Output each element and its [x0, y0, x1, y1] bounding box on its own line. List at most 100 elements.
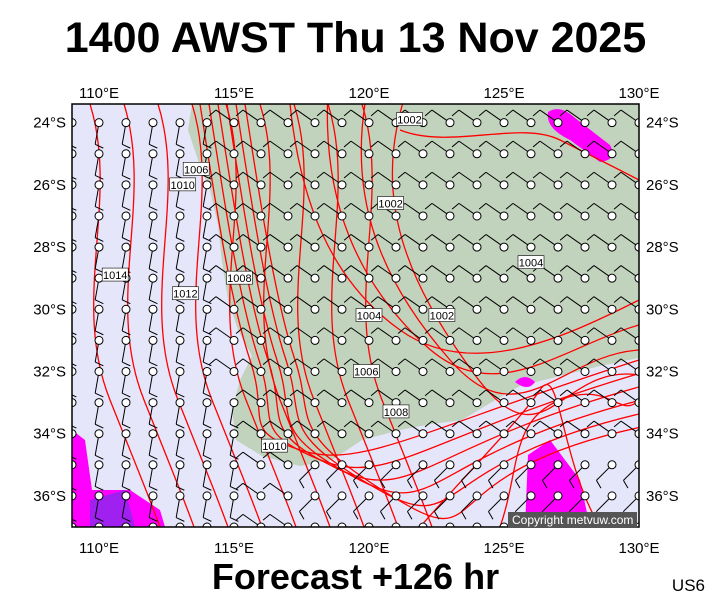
- wind-station: [364, 211, 374, 221]
- wind-station: [283, 211, 293, 221]
- lat-tick-left: 28°S: [33, 239, 66, 256]
- wind-barb-flag: [208, 265, 217, 272]
- wind-barb-flag: [397, 296, 406, 303]
- wind-barb: [557, 526, 558, 527]
- wind-barb-flag: [202, 268, 212, 273]
- wind-barb-flag: [586, 171, 595, 179]
- wind-station: [580, 398, 590, 408]
- wind-barb-flag: [148, 361, 158, 367]
- wind-barb-flag: [613, 109, 622, 117]
- wind-barb-flag: [202, 454, 212, 460]
- wind-station: [337, 491, 347, 501]
- isobar-label: 1004: [519, 258, 543, 270]
- wind-station: [553, 366, 563, 376]
- wind-station: [364, 398, 374, 408]
- isobar-label-box: [172, 286, 199, 301]
- wind-barb-flag: [613, 358, 622, 366]
- isobar: [399, 129, 639, 181]
- wind-station: [148, 460, 158, 470]
- wind-barb-flag: [505, 234, 514, 241]
- wind-barb-flag: [148, 143, 158, 149]
- wind-barb-flag: [316, 327, 325, 334]
- wind-barb-flag: [488, 511, 494, 520]
- wind-station: [580, 304, 590, 314]
- wind-station: [580, 273, 590, 283]
- wind-station: [499, 273, 509, 283]
- wind-station: [553, 180, 563, 190]
- wind-station: [499, 149, 509, 159]
- wind-barb-flag: [586, 202, 595, 210]
- wind-barb-flag: [397, 140, 406, 148]
- wind-station: [283, 429, 293, 439]
- wind-barb-flag: [434, 511, 440, 520]
- wind-barb-flag: [235, 171, 244, 179]
- wind-station: [72, 211, 77, 221]
- wind-station: [445, 491, 455, 501]
- wind-barb-flag: [559, 109, 568, 117]
- wind-station: [72, 304, 77, 314]
- wind-station: [499, 304, 509, 314]
- wind-station: [634, 118, 639, 128]
- wind-barb-flag: [424, 202, 433, 210]
- wind-station: [121, 522, 131, 527]
- lat-tick-left: 24°S: [33, 115, 66, 132]
- wind-station: [310, 335, 320, 345]
- wind-barb-flag: [478, 327, 487, 334]
- wind-station: [445, 398, 455, 408]
- wind-barb-flag: [175, 517, 185, 522]
- wind-station: [526, 491, 536, 501]
- wind-station: [94, 118, 104, 128]
- wind-barb-flag: [505, 140, 514, 148]
- wind-station: [580, 242, 590, 252]
- wind-barb-flag: [424, 420, 433, 428]
- wind-station: [148, 429, 158, 439]
- isobar-label: 1002: [430, 311, 454, 323]
- wind-barb-flag: [148, 330, 158, 336]
- wind-barb-flag: [515, 480, 521, 489]
- wind-station: [553, 398, 563, 408]
- wind-station: [364, 522, 374, 527]
- wind-station: [472, 522, 482, 527]
- isobar: [225, 104, 297, 527]
- lat-tick-right: 30°S: [646, 301, 679, 318]
- wind-station: [634, 460, 639, 470]
- wind-station: [148, 118, 158, 128]
- wind-station: [72, 242, 77, 252]
- wind-barb-flag: [424, 358, 433, 366]
- wind-barb-flag: [505, 265, 514, 272]
- wind-station: [499, 242, 509, 252]
- wind-barb-flag: [262, 327, 271, 334]
- wind-barb-flag: [434, 543, 439, 551]
- wind-station: [445, 273, 455, 283]
- wind-station: [229, 491, 239, 501]
- wind-barb-flag: [148, 237, 158, 242]
- wind-station: [256, 398, 266, 408]
- rain-area: [515, 377, 535, 387]
- wind-barb-flag: [289, 296, 298, 303]
- wind-station: [202, 460, 212, 470]
- isobar-label-box: [182, 162, 210, 176]
- wind-station: [72, 398, 77, 408]
- wind-station: [121, 242, 131, 252]
- lon-tick-bottom: 130°E: [618, 540, 659, 557]
- wind-station: [472, 335, 482, 345]
- wind-station: [283, 335, 293, 345]
- wind-barb-flag: [202, 392, 212, 398]
- wind-station: [364, 491, 374, 501]
- wind-station: [175, 429, 185, 439]
- wind-station: [607, 335, 617, 345]
- wind-barb-flag: [505, 327, 514, 334]
- wind-barb-flag: [353, 511, 359, 520]
- wind-barb-flag: [397, 265, 406, 272]
- wind-barb-flag: [451, 420, 460, 428]
- wind-station: [391, 242, 401, 252]
- wind-station: [445, 211, 455, 221]
- wind-station: [202, 366, 212, 376]
- wind-station: [418, 304, 428, 314]
- wind-barb-flag: [532, 327, 541, 334]
- wind-station: [580, 180, 590, 190]
- wind-barb-flag: [505, 109, 514, 117]
- wind-barb-flag: [451, 202, 460, 210]
- wind-station: [634, 335, 639, 345]
- wind-barb-flag: [289, 171, 298, 179]
